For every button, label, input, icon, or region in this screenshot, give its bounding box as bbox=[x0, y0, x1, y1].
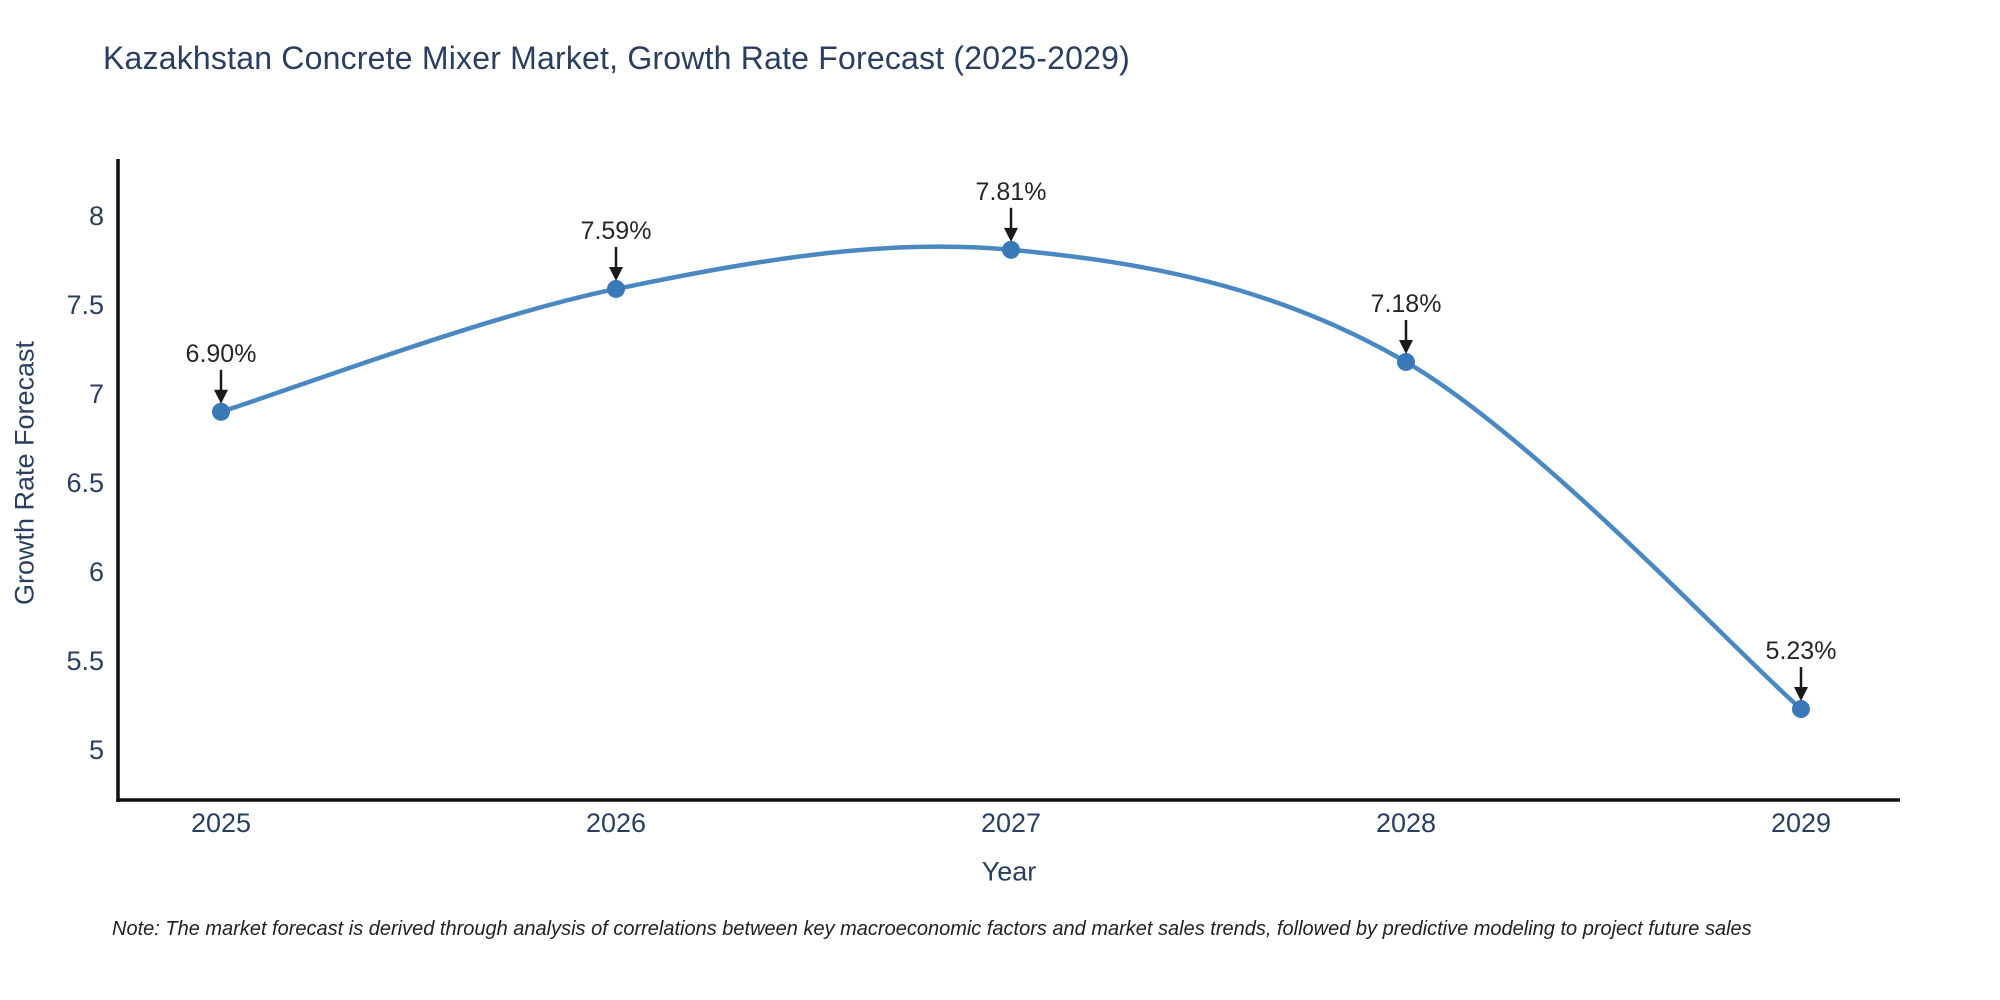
series-line bbox=[218, 244, 1804, 712]
x-tick-label: 2027 bbox=[981, 808, 1041, 838]
annotation-arrowhead bbox=[609, 266, 623, 281]
data-point-marker[interactable] bbox=[607, 279, 625, 298]
annotation-label: 7.59% bbox=[581, 217, 652, 245]
chart-title: Kazakhstan Concrete Mixer Market, Growth… bbox=[103, 40, 1130, 76]
annotation-arrowhead bbox=[1004, 227, 1018, 242]
annotation-arrowhead bbox=[214, 389, 228, 404]
annotation-label: 5.23% bbox=[1766, 637, 1837, 665]
data-point-marker[interactable] bbox=[1002, 240, 1020, 259]
annotation-label: 7.81% bbox=[976, 178, 1047, 206]
annotation-arrowhead bbox=[1794, 687, 1808, 702]
data-point-marker[interactable] bbox=[212, 402, 230, 421]
y-tick-label: 7.5 bbox=[66, 290, 104, 320]
x-axis-title: Year bbox=[981, 856, 1037, 887]
annotation-arrowhead bbox=[1399, 339, 1413, 354]
annotation-label: 6.90% bbox=[186, 340, 257, 368]
data-point-marker[interactable] bbox=[1397, 352, 1415, 371]
y-tick-label: 8 bbox=[89, 201, 104, 231]
x-tick-label: 2029 bbox=[1771, 808, 1831, 838]
y-tick-label: 7 bbox=[89, 379, 104, 409]
annotation-label: 7.18% bbox=[1371, 290, 1442, 318]
y-tick-label: 6 bbox=[89, 557, 104, 587]
y-tick-label: 5 bbox=[89, 735, 104, 765]
x-tick-label: 2028 bbox=[1376, 808, 1436, 838]
data-point-marker[interactable] bbox=[1792, 700, 1810, 719]
x-tick-label: 2025 bbox=[191, 808, 251, 838]
y-tick-label: 5.5 bbox=[66, 646, 104, 676]
y-tick-label: 6.5 bbox=[66, 468, 104, 498]
footnote: Note: The market forecast is derived thr… bbox=[112, 918, 1752, 940]
x-tick-label: 2026 bbox=[586, 808, 646, 838]
